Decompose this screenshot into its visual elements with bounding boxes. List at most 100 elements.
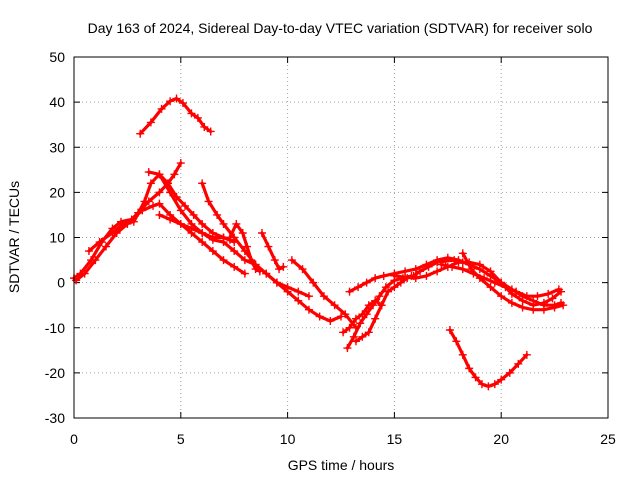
data-point [170, 170, 179, 179]
data-point [544, 289, 553, 298]
data-point [208, 233, 217, 242]
data-point [243, 242, 252, 251]
data-point [381, 283, 390, 292]
data-point [84, 247, 93, 256]
data-point [533, 292, 542, 301]
data-point [87, 256, 96, 265]
data-point [396, 278, 405, 287]
x-tick-label: 20 [493, 431, 509, 447]
y-tick-label: -20 [45, 365, 65, 381]
series-trace [147, 170, 311, 298]
data-point [522, 292, 531, 301]
data-point [362, 310, 371, 319]
data-point [187, 224, 196, 233]
data-point [401, 273, 410, 282]
data-point [129, 217, 138, 226]
data-point [501, 283, 510, 292]
data-point [219, 256, 228, 265]
data-point [486, 267, 495, 276]
data-point [247, 256, 256, 265]
data-point [559, 301, 568, 310]
data-point [279, 262, 288, 271]
data-point [287, 256, 296, 265]
data-point [490, 278, 499, 287]
data-point [411, 265, 420, 274]
data-point [484, 382, 493, 391]
y-tick-label: 30 [49, 139, 65, 155]
data-point [255, 267, 264, 276]
data-point [206, 127, 215, 136]
data-point [539, 305, 548, 314]
series-pass-a [136, 94, 215, 138]
data-point [471, 373, 480, 382]
series-trace [448, 328, 529, 388]
data-point [272, 278, 281, 287]
data-point [298, 265, 307, 274]
data-point [155, 210, 164, 219]
data-point [304, 305, 313, 314]
chart-title: Day 163 of 2024, Sidereal Day-to-day VTE… [88, 20, 593, 36]
data-point [262, 269, 271, 278]
data-point [518, 303, 527, 312]
data-point [539, 298, 548, 307]
data-point [136, 129, 145, 138]
data-point [251, 265, 260, 274]
series [70, 94, 568, 391]
data-point [529, 305, 538, 314]
data-point [172, 94, 181, 103]
data-point [264, 242, 273, 251]
data-point [219, 219, 228, 228]
data-point [349, 332, 358, 341]
series-pass-q [458, 249, 568, 314]
data-point [518, 296, 527, 305]
data-point [411, 274, 420, 283]
series-pass-i [257, 228, 288, 274]
data-point [166, 188, 175, 197]
data-point [362, 278, 371, 287]
data-point [198, 228, 207, 237]
series-pass-r [445, 326, 531, 391]
data-point [379, 271, 388, 280]
data-point [155, 199, 164, 208]
axis-ticks: 0 5 10 15 20 25 -30 -20 -10 0 10 20 30 40 50 [45, 49, 616, 447]
data-point [345, 287, 354, 296]
data-point [337, 312, 345, 321]
data-point [454, 258, 463, 267]
data-point [477, 380, 486, 389]
y-tick-label: -10 [45, 320, 65, 336]
plot-frame [73, 56, 609, 419]
data-point [230, 247, 239, 256]
data-point [458, 265, 467, 274]
x-tick-label: 25 [600, 431, 616, 447]
data-point [119, 219, 128, 228]
data-point [294, 287, 303, 296]
data-point [200, 122, 209, 131]
series-pass-p [437, 260, 563, 301]
data-point [377, 301, 386, 310]
data-point [155, 170, 164, 179]
data-point [505, 368, 514, 377]
data-point [108, 228, 117, 237]
data-point [208, 247, 217, 256]
data-point [140, 197, 149, 206]
data-point [330, 301, 339, 310]
data-point [230, 262, 239, 271]
data-point [522, 350, 531, 359]
series-trace [347, 256, 563, 307]
data-point [309, 278, 318, 287]
data-point [176, 206, 185, 215]
data-point [149, 201, 158, 210]
data-point [176, 159, 185, 168]
x-axis-label: GPS time / hours [288, 457, 395, 473]
data-point [204, 197, 213, 206]
data-point [339, 328, 348, 337]
data-point [326, 316, 335, 325]
data-point [390, 283, 399, 292]
data-point [486, 283, 495, 292]
data-point [304, 292, 313, 301]
data-point [445, 326, 454, 335]
data-point [294, 296, 303, 305]
data-point [238, 228, 247, 237]
series-trace [138, 96, 213, 136]
